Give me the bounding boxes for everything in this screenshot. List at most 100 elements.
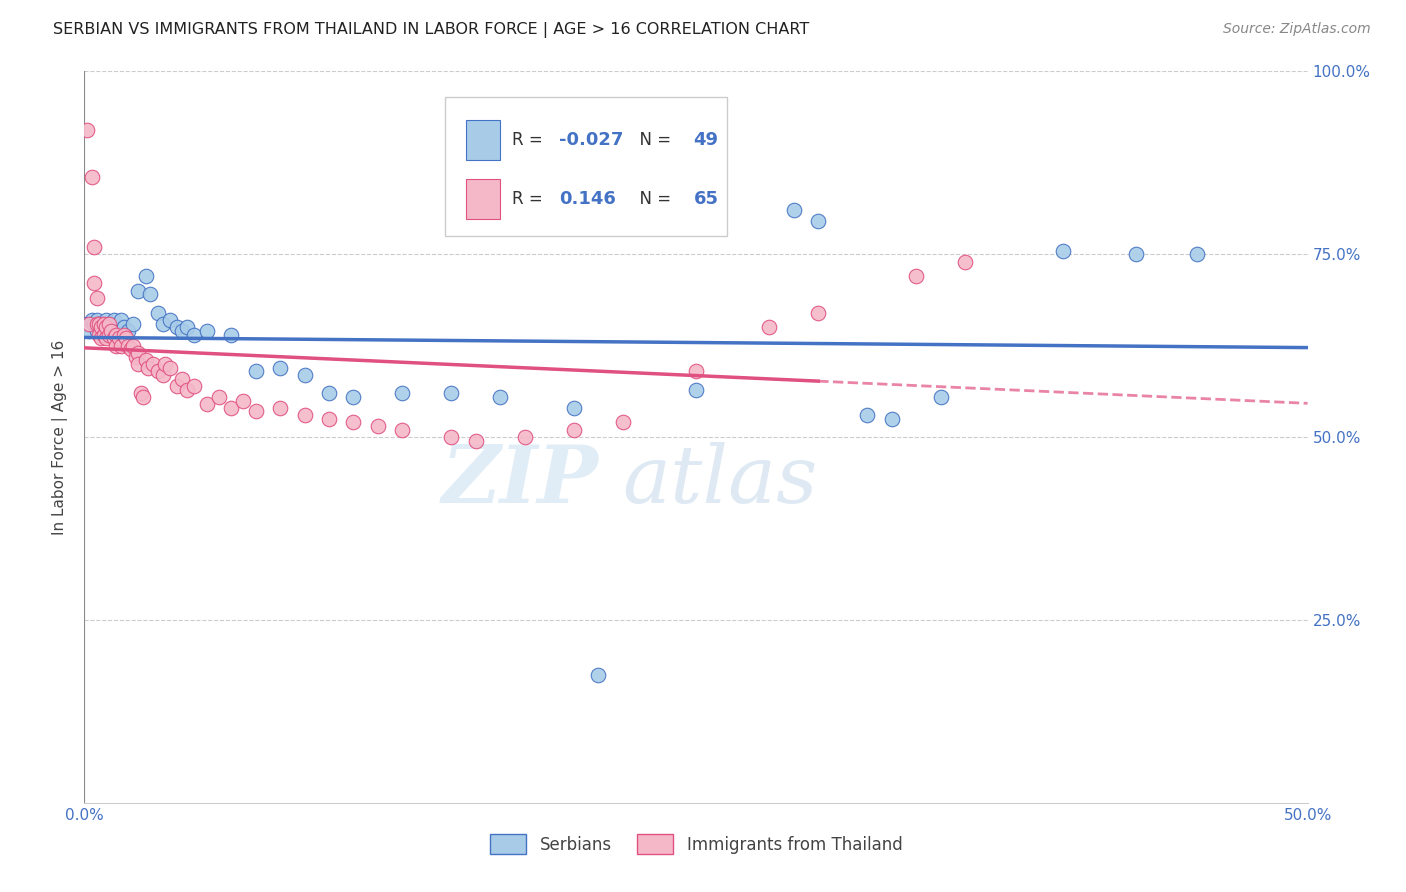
Point (83, 240, 105, 254)
Text: Source: ZipAtlas.com: Source: ZipAtlas.com (1223, 22, 1371, 37)
Text: ZIP: ZIP (441, 442, 598, 520)
Point (136, 360, 159, 375)
Point (391, 386, 413, 401)
Point (586, 667, 609, 681)
Point (758, 320, 780, 334)
Point (440, 386, 463, 401)
Point (139, 287, 162, 301)
Point (159, 360, 181, 375)
Point (97, 317, 120, 331)
Point (269, 401, 291, 415)
Point (685, 383, 707, 397)
Point (1125, 247, 1147, 261)
Point (685, 364, 707, 378)
Point (318, 386, 340, 401)
Point (183, 327, 205, 342)
Point (294, 368, 316, 382)
Point (110, 313, 132, 327)
Point (195, 324, 218, 338)
Point (367, 419, 389, 434)
Point (807, 306, 830, 320)
Point (83, 317, 105, 331)
Point (219, 327, 242, 342)
FancyBboxPatch shape (446, 97, 727, 235)
Point (489, 390, 512, 404)
Legend: Serbians, Immigrants from Thailand: Serbians, Immigrants from Thailand (482, 828, 910, 860)
Point (232, 393, 254, 408)
Point (166, 320, 188, 334)
Point (219, 401, 242, 415)
Point (269, 360, 291, 375)
Point (96, 320, 118, 334)
Point (929, 390, 952, 404)
Point (146, 364, 169, 378)
Point (152, 317, 174, 331)
Point (93, 327, 115, 342)
Text: -0.027: -0.027 (560, 131, 623, 149)
Point (166, 379, 188, 393)
Point (880, 412, 903, 426)
Point (294, 408, 316, 422)
Point (159, 313, 181, 327)
Point (440, 430, 463, 444)
Point (110, 338, 132, 352)
Point (122, 338, 145, 352)
Point (112, 320, 135, 334)
Point (953, 254, 976, 268)
Point (318, 412, 340, 426)
Point (100, 317, 122, 331)
Point (93, 317, 115, 331)
Point (97, 324, 120, 338)
Point (115, 331, 138, 345)
Point (135, 269, 157, 284)
Point (152, 368, 174, 382)
Text: N =: N = (628, 131, 676, 149)
Text: 65: 65 (693, 190, 718, 208)
Point (132, 390, 155, 404)
Point (103, 313, 125, 327)
Point (125, 350, 148, 364)
Point (129, 386, 152, 401)
Point (86, 291, 108, 305)
Point (97, 327, 120, 342)
Point (127, 357, 149, 371)
Text: SERBIAN VS IMMIGRANTS FROM THAILAND IN LABOR FORCE | AGE > 16 CORRELATION CHART: SERBIAN VS IMMIGRANTS FROM THAILAND IN L… (53, 22, 810, 38)
Point (120, 343, 142, 357)
Point (195, 397, 218, 411)
Point (146, 306, 169, 320)
Point (562, 401, 585, 415)
Point (783, 203, 806, 218)
Point (83, 277, 105, 291)
Point (208, 390, 231, 404)
Point (87, 327, 110, 342)
Point (90, 320, 112, 334)
Y-axis label: In Labor Force | Age > 16: In Labor Force | Age > 16 (52, 340, 69, 534)
Point (127, 346, 149, 360)
Point (80, 170, 103, 185)
Point (86, 324, 108, 338)
Point (183, 379, 205, 393)
Point (807, 214, 830, 228)
Point (856, 408, 879, 422)
Text: atlas: atlas (623, 442, 818, 520)
Point (135, 353, 157, 368)
Point (76, 123, 98, 137)
Point (172, 371, 194, 385)
Point (127, 284, 149, 298)
Point (86, 317, 108, 331)
Point (142, 357, 165, 371)
Text: 49: 49 (693, 131, 718, 149)
Point (905, 269, 928, 284)
Point (342, 416, 364, 430)
Point (176, 320, 198, 334)
Bar (465, 120, 501, 160)
Point (96, 331, 118, 345)
Point (176, 383, 198, 397)
Text: N =: N = (628, 190, 676, 208)
Point (464, 434, 486, 448)
Point (77, 317, 100, 331)
Point (96, 313, 118, 327)
Point (172, 324, 194, 338)
Point (107, 331, 129, 345)
Text: 0.146: 0.146 (560, 190, 616, 208)
